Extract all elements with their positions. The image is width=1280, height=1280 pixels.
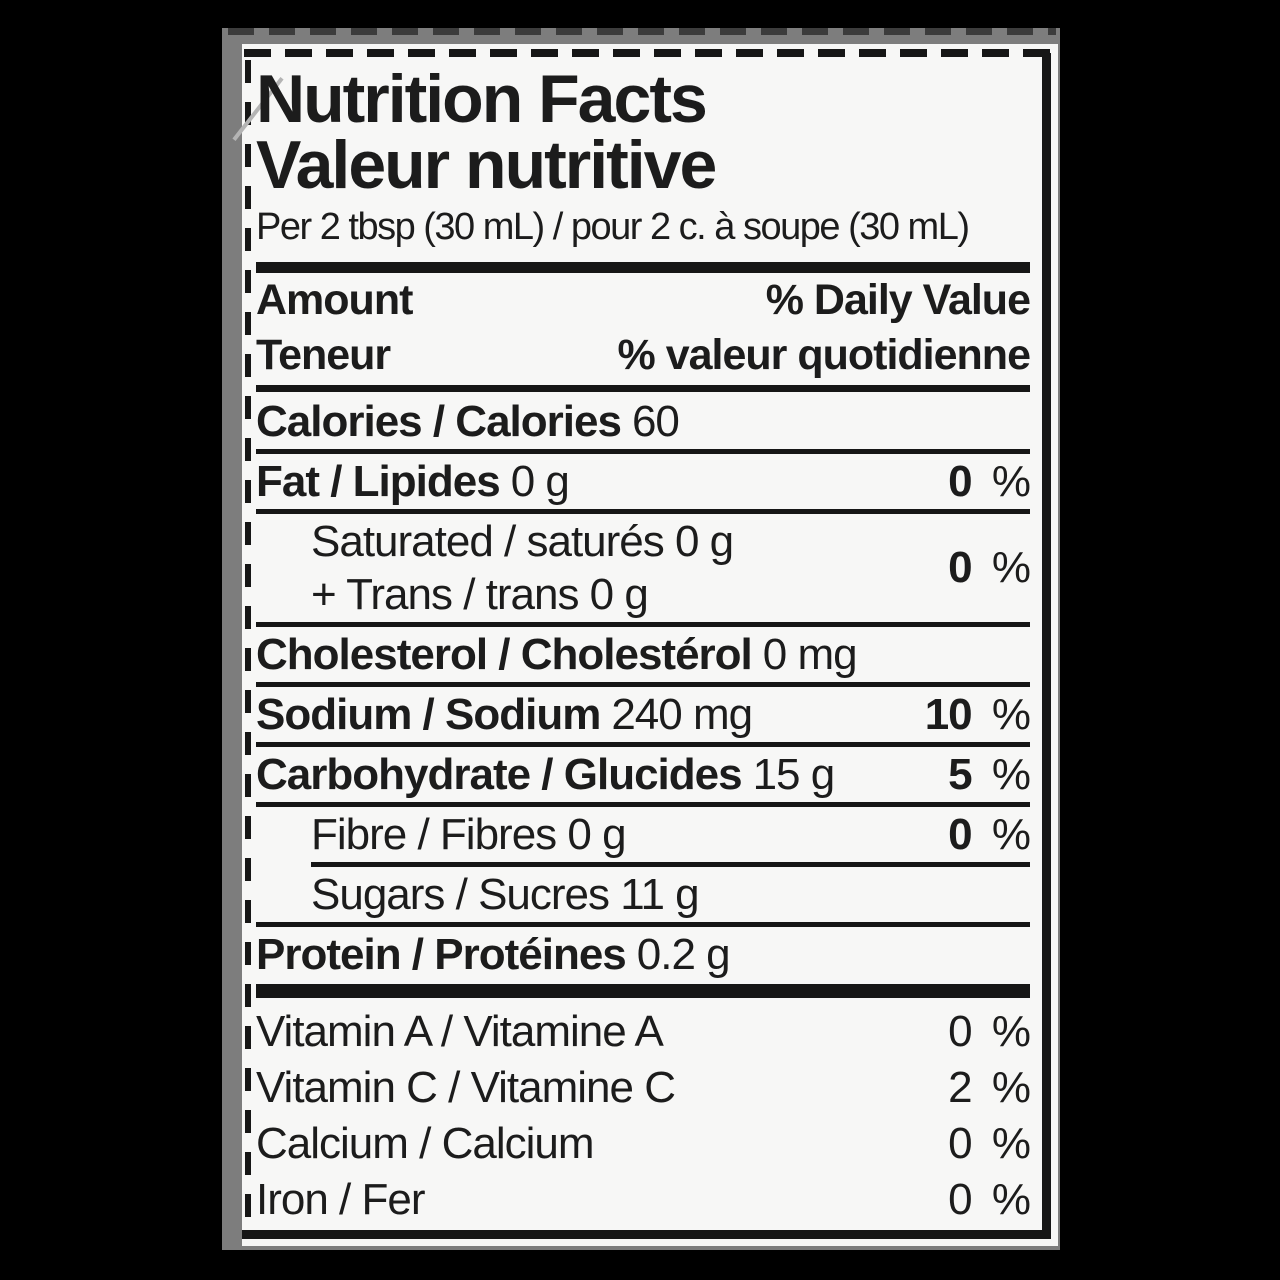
iron-daily-value: 0 %: [948, 1175, 1031, 1225]
percent-sign: %: [991, 1007, 1031, 1056]
divider: [256, 922, 1030, 927]
fat-text: Fat / Lipides 0 g: [256, 456, 570, 507]
serving-size: Per 2 tbsp (30 mL) / pour 2 c. à soupe (…: [256, 206, 970, 248]
sugars-text: Sugars / Sucres 11 g: [311, 869, 700, 919]
saturated-trans-row: Saturated / saturés 0 g + Trans / trans …: [256, 514, 1031, 622]
sodium-text: Sodium / Sodium 240 mg: [256, 689, 753, 740]
cholesterol-row: Cholesterol / Cholestérol 0 mg: [256, 627, 1030, 682]
divider: [256, 742, 1030, 747]
vitamin-a-daily-value: 0 %: [948, 1007, 1031, 1057]
iron-label: Iron / Fer: [256, 1175, 425, 1224]
protein-row: Protein / Protéines 0.2 g: [256, 927, 1030, 982]
fat-label: Fat / Lipides: [256, 456, 501, 506]
sodium-daily-value: 10 %: [924, 689, 1031, 740]
daily-value-label-fr: % valeur quotidienne: [617, 331, 1031, 379]
iron-row: Iron / Fer 0 %: [256, 1172, 1031, 1228]
trans-line: + Trans / trans 0 g: [311, 570, 649, 619]
fibre-row: Fibre / Fibres 0 g 0 %: [256, 807, 1031, 862]
divider: [256, 802, 1030, 807]
carbohydrate-label: Carbohydrate / Glucides: [256, 749, 743, 799]
amount-label-fr: Teneur: [256, 331, 391, 379]
percent-sign: %: [991, 456, 1031, 506]
cholesterol-text: Cholesterol / Cholestérol 0 mg: [256, 629, 858, 680]
protein-value: 0.2 g: [636, 929, 731, 979]
header-row-french: Teneur % valeur quotidienne: [256, 328, 1031, 383]
saturated-daily-value: 0 %: [948, 543, 1031, 593]
carbohydrate-daily-value: 5 %: [948, 749, 1031, 800]
cholesterol-label: Cholesterol / Cholestérol: [256, 629, 753, 679]
vitamin-c-dv-number: 2: [948, 1063, 973, 1112]
percent-sign: %: [991, 543, 1031, 592]
calcium-row: Calcium / Calcium 0 %: [256, 1116, 1031, 1172]
vitamin-a-row: Vitamin A / Vitamine A 0 %: [256, 1004, 1031, 1060]
divider: [256, 385, 1030, 392]
fat-row: Fat / Lipides 0 g 0 %: [256, 454, 1031, 509]
protein-text: Protein / Protéines 0.2 g: [256, 929, 731, 980]
label-content: Nutrition Facts Valeur nutritive Per 2 t…: [256, 60, 1031, 1228]
vitamin-a-label: Vitamin A / Vitamine A: [256, 1007, 664, 1056]
divider: [256, 682, 1030, 687]
micronutrients-section: Vitamin A / Vitamine A 0 % Vitamin C / V…: [256, 1004, 1031, 1228]
sodium-value: 240 mg: [611, 689, 753, 739]
carbohydrate-text: Carbohydrate / Glucides 15 g: [256, 749, 836, 800]
sodium-row: Sodium / Sodium 240 mg 10 %: [256, 687, 1031, 742]
calories-text: Calories / Calories 60: [256, 396, 680, 447]
calories-label: Calories / Calories: [256, 396, 622, 446]
saturated-line: Saturated / saturés 0 g: [311, 517, 734, 566]
thick-divider-top: [256, 262, 1030, 273]
percent-sign: %: [991, 1175, 1031, 1224]
header-row-english: Amount % Daily Value: [256, 273, 1031, 328]
cut-line-top: [244, 49, 1050, 57]
saturated-dv-number: 0: [948, 543, 973, 592]
divider: [256, 449, 1030, 454]
fibre-dv-number: 0: [948, 809, 973, 859]
saturated-trans-text: Saturated / saturés 0 g + Trans / trans …: [256, 515, 734, 621]
calcium-daily-value: 0 %: [948, 1119, 1031, 1169]
title-french: Valeur nutritive: [256, 127, 717, 203]
iron-dv-number: 0: [948, 1175, 973, 1224]
divider: [256, 622, 1030, 627]
fibre-text: Fibre / Fibres 0 g: [311, 809, 627, 859]
sugars-row: Sugars / Sucres 11 g: [256, 867, 1030, 922]
calories-row: Calories / Calories 60: [256, 394, 1030, 449]
cholesterol-value: 0 mg: [762, 629, 858, 679]
title-english: Nutrition Facts: [256, 61, 708, 137]
daily-value-label-en: % Daily Value: [765, 276, 1031, 324]
percent-sign: %: [991, 1119, 1031, 1168]
nutrition-facts-label: Nutrition Facts Valeur nutritive Per 2 t…: [232, 44, 1058, 1246]
percent-sign: %: [991, 1063, 1031, 1112]
scanned-label-edge: Nutrition Facts Valeur nutritive Per 2 t…: [222, 28, 1060, 1250]
label-border: [242, 53, 1051, 1239]
cut-line-left: [245, 60, 251, 1228]
amount-label-en: Amount: [256, 276, 413, 324]
percent-sign: %: [991, 689, 1031, 739]
divider-indented: [311, 862, 1030, 867]
calcium-label: Calcium / Calcium: [256, 1119, 595, 1168]
calcium-dv-number: 0: [948, 1119, 973, 1168]
scan-edge-dashes: [228, 28, 1056, 35]
thick-divider-bottom: [256, 984, 1030, 998]
sodium-dv-number: 10: [924, 689, 973, 739]
carbohydrate-value: 15 g: [752, 749, 836, 799]
title-block: Nutrition Facts Valeur nutritive: [256, 61, 1030, 203]
sodium-label: Sodium / Sodium: [256, 689, 601, 739]
carbohydrate-row: Carbohydrate / Glucides 15 g 5 %: [256, 747, 1031, 802]
calories-value: 60: [631, 396, 680, 446]
percent-sign: %: [991, 809, 1031, 859]
fat-dv-number: 0: [948, 456, 973, 506]
vitamin-a-dv-number: 0: [948, 1007, 973, 1056]
divider: [256, 509, 1030, 514]
fat-value: 0 g: [510, 456, 570, 506]
percent-sign: %: [991, 749, 1031, 799]
protein-label: Protein / Protéines: [256, 929, 627, 979]
vitamin-c-label: Vitamin C / Vitamine C: [256, 1063, 676, 1112]
vitamin-c-row: Vitamin C / Vitamine C 2 %: [256, 1060, 1031, 1116]
fibre-daily-value: 0 %: [948, 809, 1031, 860]
carbohydrate-dv-number: 5: [948, 749, 973, 799]
vitamin-c-daily-value: 2 %: [948, 1063, 1031, 1113]
fat-daily-value: 0 %: [948, 456, 1031, 507]
